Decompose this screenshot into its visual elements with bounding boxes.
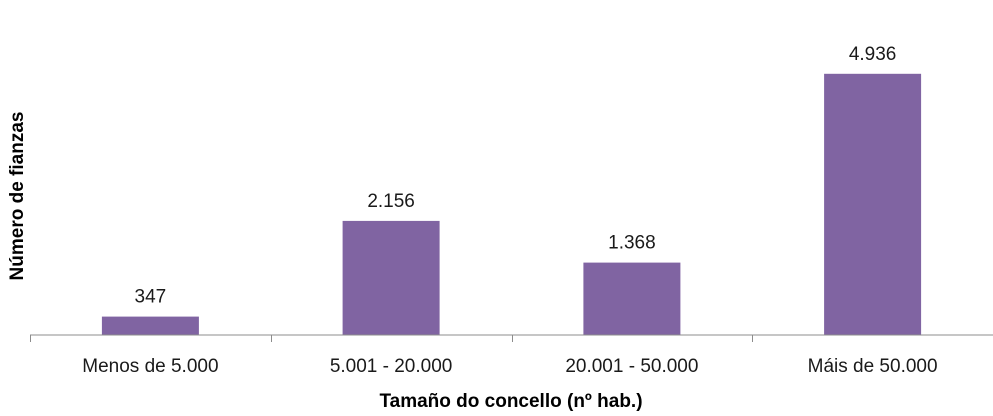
bar: [824, 73, 922, 336]
x-axis-ticks: [30, 335, 753, 342]
x-tick-label: Máis de 50.000: [808, 356, 938, 377]
bar: [101, 316, 199, 335]
data-label: 347: [135, 287, 167, 308]
x-axis-title: Tamaño do concello (nº hab.): [379, 391, 642, 412]
bars-layer: [101, 73, 922, 336]
x-tick-label: 20.001 - 50.000: [565, 356, 698, 377]
x-tick-label: 5.001 - 20.000: [330, 356, 453, 377]
x-tick-label: Menos de 5.000: [82, 356, 218, 377]
x-axis-tick-labels: Menos de 5.000 5.001 - 20.000 20.001 - 50.…: [82, 356, 937, 377]
data-label: 4.936: [849, 44, 897, 65]
y-axis-title: Número de fianzas: [7, 112, 28, 281]
data-label: 1.368: [608, 233, 656, 254]
data-label: 2.156: [367, 191, 415, 212]
bar: [342, 220, 440, 335]
data-labels-layer: 347 2.156 1.368 4.936: [135, 44, 897, 308]
bar: [583, 262, 681, 335]
